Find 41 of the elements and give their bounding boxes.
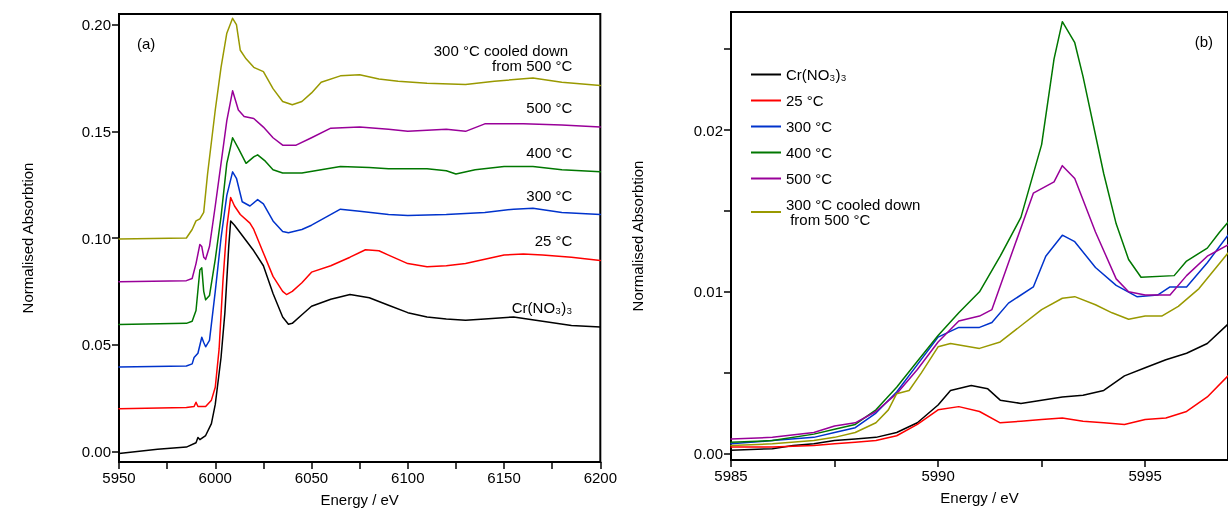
x-tick-label: 6000 — [198, 469, 232, 486]
x-tick-label: 6150 — [487, 469, 521, 486]
y-tick-label: 0.20 — [81, 16, 111, 34]
x-tick-label: 6100 — [391, 469, 425, 486]
y-tick-label: 0.00 — [693, 445, 723, 463]
y-tick-label: 0.05 — [81, 336, 111, 354]
x-tick-label: 5950 — [102, 469, 136, 486]
line-series — [730, 164, 1228, 440]
x-axis-title: Energy / eV — [940, 489, 1019, 506]
y-tick-label: 0.15 — [81, 122, 111, 140]
y-tick-label: 0.00 — [81, 442, 111, 460]
series-label: 400 °C — [526, 143, 573, 161]
annotation: (a) — [137, 35, 156, 52]
y-axis-title: Normalised Absorbtion — [19, 162, 36, 314]
series-label: 300 °C — [526, 186, 573, 204]
legend-label: 400 °C — [786, 144, 833, 161]
x-tick-label: 5995 — [1128, 467, 1162, 484]
line-series — [118, 171, 602, 368]
line-series — [118, 136, 602, 326]
y-axis-title: Normalised Absorbtion — [629, 160, 646, 312]
x-tick-label: 6200 — [583, 469, 617, 486]
y-tick-label: 0.10 — [81, 229, 111, 247]
series-label: 25 °C — [534, 232, 573, 250]
series-label: Cr(NO₃)₃ — [511, 298, 573, 316]
x-tick-label: 6050 — [294, 469, 329, 486]
y-tick-label: 0.02 — [693, 121, 723, 139]
legend-label: 25 °C — [786, 92, 824, 109]
annotation: (b) — [1194, 33, 1214, 50]
line-series — [730, 20, 1228, 443]
legend-label: Cr(NO₃)₃ — [786, 66, 847, 83]
series-label: 300 °C cooled down from 500 °C — [433, 42, 573, 75]
line-series — [118, 90, 602, 283]
x-axis-title: Energy / eV — [320, 491, 399, 508]
series-label: 500 °C — [526, 99, 573, 117]
legend-label: 300 °C — [786, 118, 833, 135]
line-series — [730, 375, 1228, 448]
legend-label: 500 °C — [786, 170, 833, 187]
x-tick-label: 5990 — [921, 467, 955, 484]
x-tick-label: 5985 — [714, 467, 748, 484]
y-tick-label: 0.01 — [693, 283, 723, 301]
legend-label: 300 °C cooled down from 500 °C — [786, 196, 921, 228]
